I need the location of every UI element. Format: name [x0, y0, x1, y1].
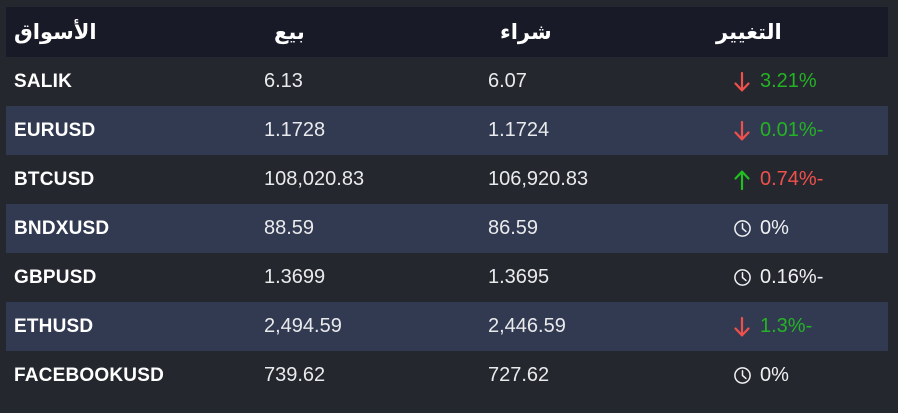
- cell-sell: 1.1728: [258, 119, 482, 142]
- cell-change: 0.01%-: [694, 119, 888, 142]
- sell-price: 2,494.59: [264, 315, 342, 337]
- market-symbol: BNDXUSD: [14, 217, 110, 239]
- header-cell-buy[interactable]: شراء: [482, 20, 694, 45]
- clock-icon: [732, 218, 752, 240]
- column-header-market: الأسواق: [14, 20, 97, 44]
- market-symbol: GBPUSD: [14, 266, 97, 288]
- buy-price: 1.1724: [488, 119, 550, 141]
- buy-price: 727.62: [488, 364, 550, 386]
- sell-price: 739.62: [264, 364, 326, 386]
- cell-market: EURUSD: [6, 120, 258, 142]
- market-symbol: SALIK: [14, 70, 72, 92]
- cell-sell: 739.62: [258, 364, 482, 387]
- table-row-salik[interactable]: 3.21% 6.07 6.13 SALIK: [6, 57, 888, 106]
- cell-buy: 86.59: [482, 217, 694, 240]
- change-value: 3.21%: [760, 70, 817, 92]
- change-value: 0.01%-: [760, 119, 824, 141]
- cell-market: FACEBOOKUSD: [6, 365, 258, 387]
- table-row-bndxusd[interactable]: 0% 86.59 88.59 BNDXUSD: [6, 204, 888, 253]
- sell-price: 6.13: [264, 70, 303, 92]
- cell-market: BTCUSD: [6, 169, 258, 191]
- sell-price: 108,020.83: [264, 168, 365, 190]
- cell-buy: 1.1724: [482, 119, 694, 142]
- change-indicator: 0%: [702, 364, 888, 387]
- change-indicator: 0.16%-: [702, 266, 888, 289]
- sell-price: 88.59: [264, 217, 315, 239]
- table-header-row: التغيير شراء بيع الأسواق: [6, 7, 888, 57]
- buy-price: 86.59: [488, 217, 539, 239]
- header-cell-change[interactable]: التغيير: [694, 20, 888, 45]
- cell-buy: 6.07: [482, 70, 694, 93]
- buy-price: 6.07: [488, 70, 527, 92]
- change-indicator: 1.3%-: [702, 315, 888, 338]
- clock-icon: [732, 267, 752, 289]
- column-header-buy: شراء: [500, 20, 552, 44]
- arrow-down-icon: [732, 120, 752, 142]
- cell-sell: 1.3699: [258, 266, 482, 289]
- header-cell-sell[interactable]: بيع: [258, 20, 482, 45]
- market-symbol: EURUSD: [14, 119, 96, 141]
- cell-sell: 6.13: [258, 70, 482, 93]
- buy-price: 1.3695: [488, 266, 550, 288]
- cell-market: BNDXUSD: [6, 218, 258, 240]
- buy-price: 106,920.83: [488, 168, 589, 190]
- table-row-gbpusd[interactable]: 0.16%- 1.3695 1.3699 GBPUSD: [6, 253, 888, 302]
- cell-sell: 108,020.83: [258, 168, 482, 191]
- table-row-facebookusd[interactable]: 0% 727.62 739.62 FACEBOOKUSD: [6, 351, 888, 400]
- cell-change: 1.3%-: [694, 315, 888, 338]
- cell-change: 0%: [694, 364, 888, 387]
- market-symbol: FACEBOOKUSD: [14, 364, 164, 386]
- arrow-up-icon: [732, 169, 752, 191]
- arrow-down-icon: [732, 71, 752, 93]
- arrow-down-icon: [732, 316, 752, 338]
- change-indicator: 0.01%-: [702, 119, 888, 142]
- change-indicator: 3.21%: [702, 70, 888, 93]
- cell-buy: 106,920.83: [482, 168, 694, 191]
- header-cell-market[interactable]: الأسواق: [6, 20, 258, 45]
- change-value: 0%: [760, 217, 789, 239]
- change-value: 1.3%-: [760, 315, 813, 337]
- column-header-change: التغيير: [716, 20, 782, 44]
- cell-market: SALIK: [6, 71, 258, 93]
- table-row-eurusd[interactable]: 0.01%- 1.1724 1.1728 EURUSD: [6, 106, 888, 155]
- cell-sell: 88.59: [258, 217, 482, 240]
- change-value: 0%: [760, 364, 789, 386]
- sell-price: 1.3699: [264, 266, 326, 288]
- cell-market: ETHUSD: [6, 316, 258, 338]
- cell-buy: 727.62: [482, 364, 694, 387]
- table-body: 3.21% 6.07 6.13 SALIK 0.01%- 1.1724 1.17…: [6, 57, 888, 400]
- cell-sell: 2,494.59: [258, 315, 482, 338]
- market-symbol: ETHUSD: [14, 315, 94, 337]
- cell-buy: 2,446.59: [482, 315, 694, 338]
- cell-change: 0%: [694, 217, 888, 240]
- change-indicator: 0%: [702, 217, 888, 240]
- cell-change: 3.21%: [694, 70, 888, 93]
- change-value: 0.16%-: [760, 266, 824, 288]
- cell-change: 0.74%-: [694, 168, 888, 191]
- cell-market: GBPUSD: [6, 267, 258, 289]
- buy-price: 2,446.59: [488, 315, 566, 337]
- market-symbol: BTCUSD: [14, 168, 95, 190]
- sell-price: 1.1728: [264, 119, 326, 141]
- table-row-ethusd[interactable]: 1.3%- 2,446.59 2,494.59 ETHUSD: [6, 302, 888, 351]
- table-row-btcusd[interactable]: 0.74%- 106,920.83 108,020.83 BTCUSD: [6, 155, 888, 204]
- cell-change: 0.16%-: [694, 266, 888, 289]
- change-value: 0.74%-: [760, 168, 824, 190]
- column-header-sell: بيع: [274, 20, 305, 44]
- cell-buy: 1.3695: [482, 266, 694, 289]
- clock-icon: [732, 365, 752, 387]
- change-indicator: 0.74%-: [702, 168, 888, 191]
